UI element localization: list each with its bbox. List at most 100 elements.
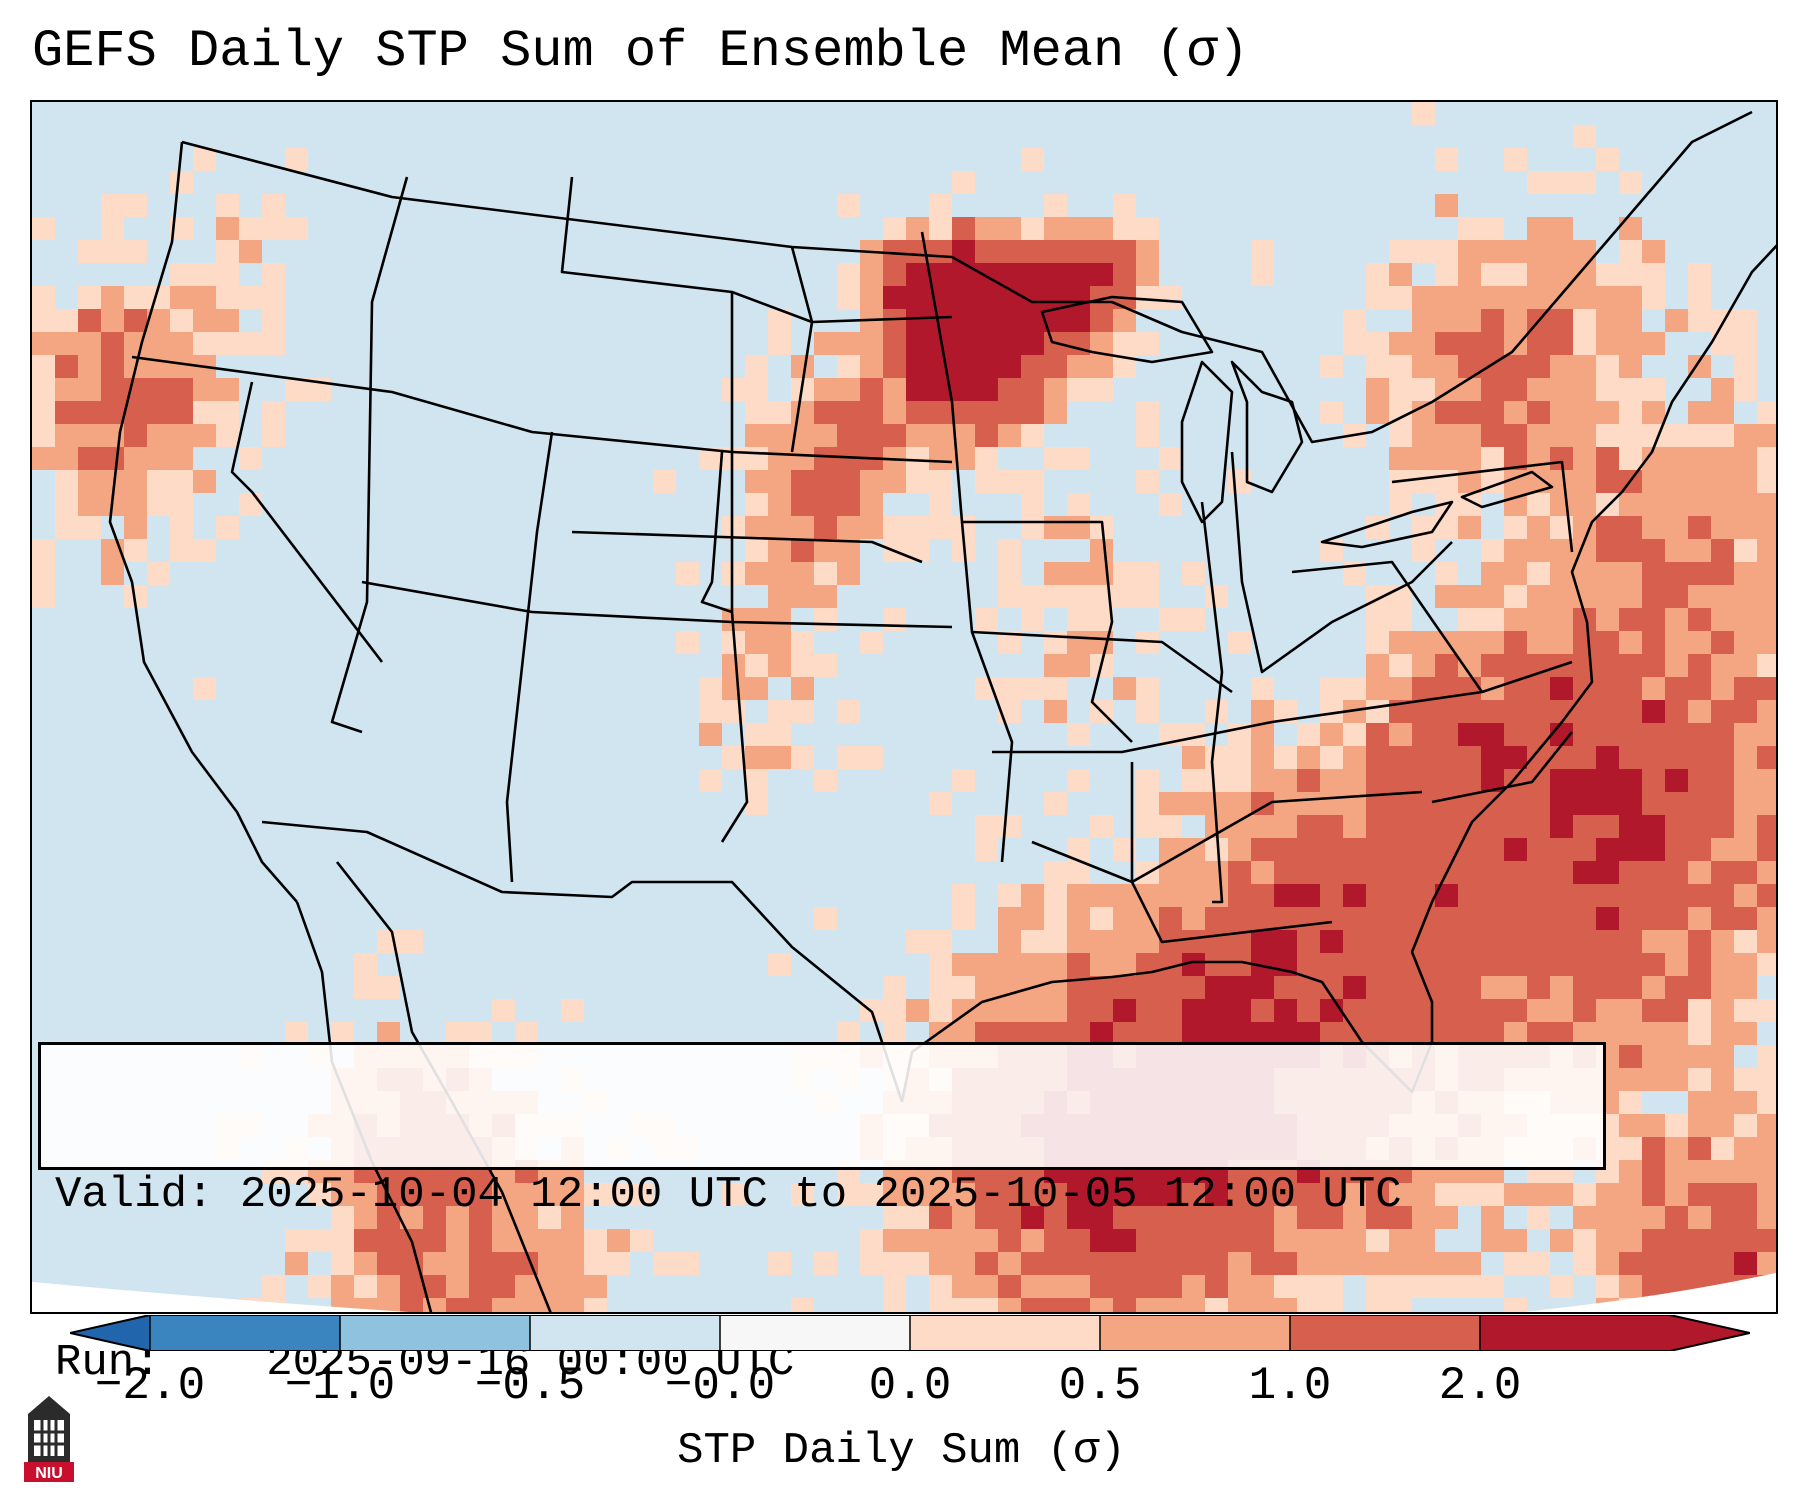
anomaly-cell <box>446 1229 469 1252</box>
anomaly-cell <box>1711 999 1734 1022</box>
anomaly-cell <box>1688 539 1711 562</box>
anomaly-cell <box>975 447 998 470</box>
anomaly-cell <box>124 194 147 217</box>
anomaly-cell <box>1550 999 1573 1022</box>
colorbar-segment <box>910 1315 1101 1351</box>
anomaly-cell <box>1734 332 1757 355</box>
anomaly-cell <box>1619 907 1642 930</box>
anomaly-cell <box>1205 769 1228 792</box>
anomaly-cell <box>1412 654 1435 677</box>
anomaly-field <box>32 102 1776 1312</box>
anomaly-cell <box>1711 861 1734 884</box>
anomaly-cell <box>1711 1183 1734 1206</box>
anomaly-cell <box>561 1275 584 1298</box>
anomaly-cell <box>929 217 952 240</box>
anomaly-cell <box>837 700 860 723</box>
anomaly-cell <box>1757 631 1776 654</box>
anomaly-cell <box>1067 907 1090 930</box>
anomaly-cell <box>1366 631 1389 654</box>
anomaly-cell <box>1596 1298 1619 1312</box>
anomaly-cell <box>883 516 906 539</box>
anomaly-cell <box>1366 838 1389 861</box>
anomaly-cell <box>1596 930 1619 953</box>
anomaly-cell <box>469 1183 492 1206</box>
anomaly-cell <box>1642 1183 1665 1206</box>
anomaly-cell <box>1504 286 1527 309</box>
anomaly-cell <box>1297 1206 1320 1229</box>
anomaly-cell <box>1182 930 1205 953</box>
anomaly-cell <box>1550 401 1573 424</box>
anomaly-cell <box>55 378 78 401</box>
anomaly-cell <box>1320 769 1343 792</box>
anomaly-cell <box>1619 424 1642 447</box>
anomaly-cell <box>423 1206 446 1229</box>
anomaly-cell <box>1757 769 1776 792</box>
anomaly-cell <box>1458 355 1481 378</box>
anomaly-cell <box>860 355 883 378</box>
anomaly-cell <box>1642 976 1665 999</box>
anomaly-cell <box>1665 976 1688 999</box>
anomaly-cell <box>1458 309 1481 332</box>
anomaly-cell <box>1573 1022 1596 1045</box>
out-of-domain-area <box>32 1282 393 1312</box>
anomaly-cell <box>423 1229 446 1252</box>
anomaly-cell <box>1435 999 1458 1022</box>
anomaly-cell <box>1044 1206 1067 1229</box>
anomaly-cell <box>1297 953 1320 976</box>
anomaly-cell <box>1527 1183 1550 1206</box>
anomaly-cell <box>768 332 791 355</box>
anomaly-cell <box>1435 1022 1458 1045</box>
anomaly-cell <box>745 424 768 447</box>
anomaly-cell <box>860 378 883 401</box>
anomaly-cell <box>883 976 906 999</box>
anomaly-cell <box>446 1022 469 1045</box>
anomaly-cell <box>1297 930 1320 953</box>
anomaly-cell <box>262 309 285 332</box>
anomaly-cell <box>193 539 216 562</box>
anomaly-cell <box>1412 1183 1435 1206</box>
anomaly-cell <box>975 1183 998 1206</box>
anomaly-cell <box>1412 539 1435 562</box>
anomaly-cell <box>975 286 998 309</box>
anomaly-cell <box>147 401 170 424</box>
anomaly-cell <box>1573 562 1596 585</box>
anomaly-cell <box>1596 424 1619 447</box>
anomaly-cell <box>1527 861 1550 884</box>
anomaly-cell <box>354 1183 377 1206</box>
anomaly-cell <box>883 1229 906 1252</box>
anomaly-cell <box>1389 838 1412 861</box>
anomaly-cell <box>1573 838 1596 861</box>
anomaly-cell <box>1458 792 1481 815</box>
anomaly-cell <box>1113 562 1136 585</box>
anomaly-cell <box>1619 654 1642 677</box>
anomaly-cell <box>1504 562 1527 585</box>
anomaly-cell <box>1504 930 1527 953</box>
anomaly-cell <box>998 309 1021 332</box>
anomaly-cell <box>1550 746 1573 769</box>
anomaly-cell <box>1504 654 1527 677</box>
anomaly-cell <box>1734 769 1757 792</box>
anomaly-cell <box>1573 516 1596 539</box>
anomaly-cell <box>1435 240 1458 263</box>
anomaly-cell <box>55 424 78 447</box>
anomaly-cell <box>1734 838 1757 861</box>
anomaly-cell <box>975 378 998 401</box>
anomaly-cell <box>193 470 216 493</box>
anomaly-cell <box>906 930 929 953</box>
anomaly-cell <box>1343 907 1366 930</box>
anomaly-cell <box>308 1229 331 1252</box>
anomaly-cell <box>492 1275 515 1298</box>
anomaly-cell <box>1734 976 1757 999</box>
anomaly-cell <box>1734 861 1757 884</box>
anomaly-cell <box>1665 1068 1688 1091</box>
anomaly-cell <box>1504 263 1527 286</box>
anomaly-cell <box>1044 562 1067 585</box>
anomaly-cell <box>1297 746 1320 769</box>
anomaly-cell <box>239 217 262 240</box>
anomaly-cell <box>1711 838 1734 861</box>
anomaly-cell <box>860 493 883 516</box>
anomaly-cell <box>354 1206 377 1229</box>
anomaly-cell <box>1757 470 1776 493</box>
anomaly-cell <box>1619 171 1642 194</box>
anomaly-cell <box>1044 1298 1067 1312</box>
